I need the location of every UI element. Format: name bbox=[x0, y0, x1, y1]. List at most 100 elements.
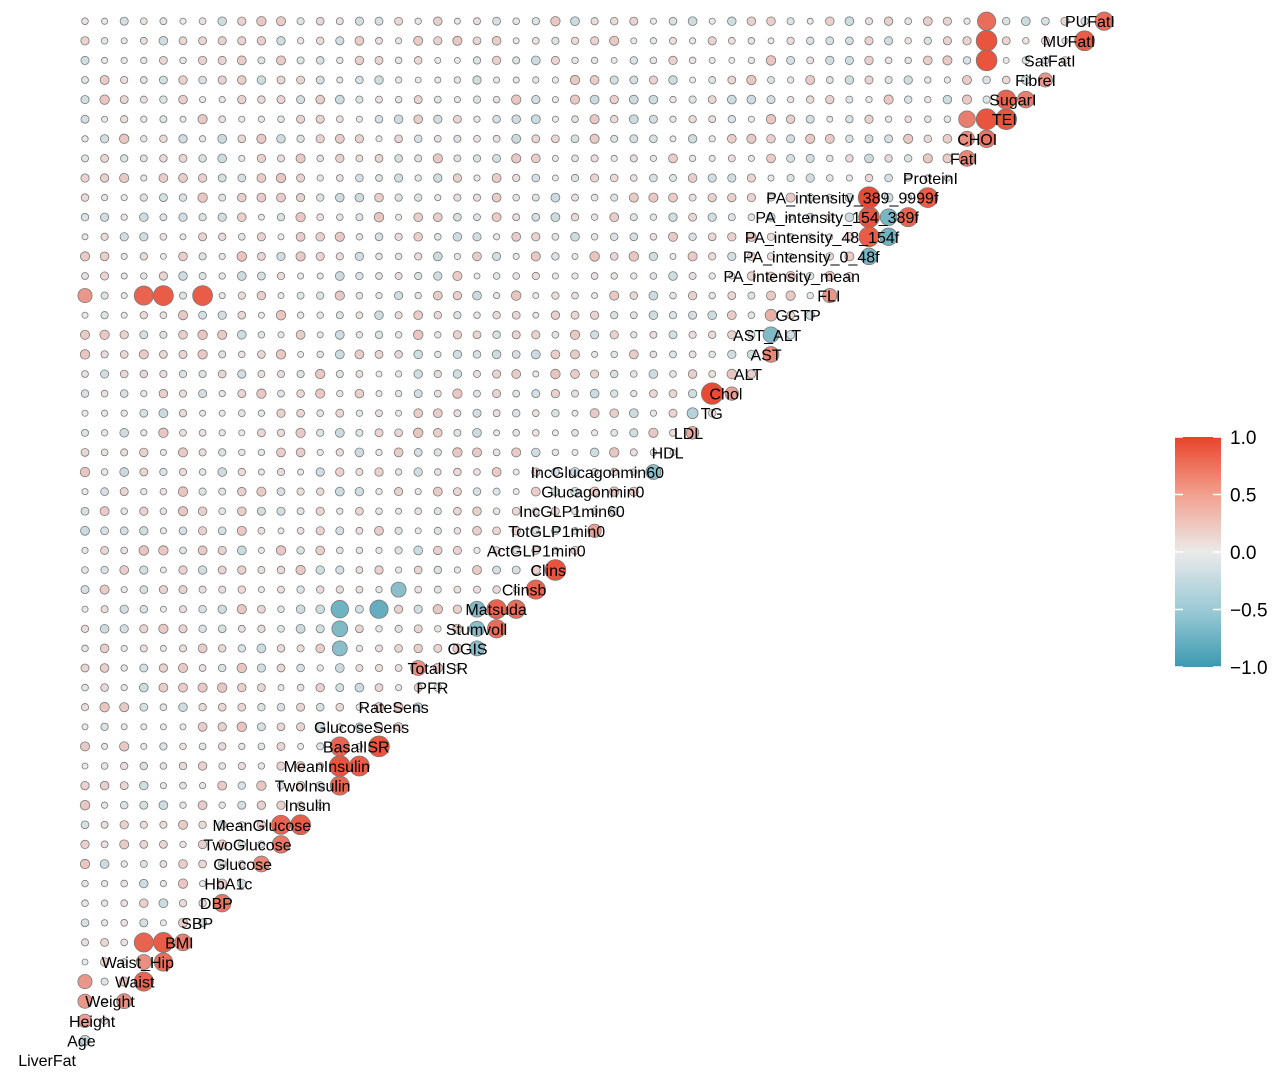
corr-cell-ratesens-waist_hip bbox=[178, 702, 188, 712]
corr-cell-alt-clins bbox=[570, 369, 580, 379]
corr-cell-pa_intensity_mean-waist bbox=[158, 271, 168, 281]
corr-cell-pfr-dbp bbox=[237, 682, 247, 693]
corr-cell-clins-stumvoll bbox=[511, 565, 521, 575]
corr-cell-fibrei-pfr bbox=[453, 76, 462, 84]
corr-cell-clinsb-ogis bbox=[492, 585, 501, 594]
corr-cell-pa_intensity_0_48f-alt bbox=[766, 252, 776, 261]
corr-cell-clinsb-waist bbox=[158, 585, 168, 595]
corr-cell-fibrei-choi bbox=[1001, 75, 1011, 85]
corr-cell-satfati-waist bbox=[159, 56, 168, 65]
corr-cell-totalisr-glucose bbox=[276, 663, 286, 673]
corr-cell-dbp-waist bbox=[158, 898, 169, 909]
corr-cell-pa_intensity_389_9999f-glucose bbox=[276, 192, 286, 203]
corr-cell-satfati-pa_intensity_mean bbox=[864, 55, 874, 66]
corr-cell-clins-clinsb bbox=[544, 559, 567, 581]
corr-cell-matsuda-pfr bbox=[452, 604, 463, 614]
corr-cell-ast_alt-incglp1min60 bbox=[630, 331, 638, 339]
corr-cell-fati-glucosesens bbox=[414, 154, 423, 163]
corr-cell-pa_intensity_mean-height bbox=[120, 272, 128, 280]
corr-cell-basalisr-age bbox=[101, 742, 109, 750]
corr-cell-pfr-height bbox=[120, 684, 128, 692]
corr-cell-chol-liverfat bbox=[80, 389, 90, 398]
corr-cell-glucosesens-height bbox=[120, 723, 128, 731]
corr-cell-basalisr-weight bbox=[140, 742, 148, 750]
corr-cell-hdl-insulin bbox=[335, 448, 344, 457]
corr-cell-ratesens-twoglucose bbox=[296, 702, 306, 712]
corr-cell-hba1c-height bbox=[120, 879, 128, 888]
corr-cell-fli-bmi bbox=[192, 285, 213, 306]
corr-cell-fati-height bbox=[120, 154, 129, 163]
corr-cell-twoinsulin-liverfat bbox=[80, 780, 90, 791]
corr-cell-pa_intensity_389_9999f-ast_alt bbox=[805, 193, 815, 203]
corr-cell-pa_intensity_389_9999f-matsuda bbox=[531, 193, 540, 202]
corr-cell-meanglucose-liverfat bbox=[80, 820, 90, 830]
corr-cell-stumvoll-weight bbox=[139, 624, 149, 634]
corr-cell-pufati-satfati bbox=[1080, 17, 1089, 26]
corr-cell-insulin-twoglucose bbox=[296, 801, 305, 810]
corr-cell-ast-hba1c bbox=[257, 350, 266, 359]
corr-cell-incglucagonmin60-dbp bbox=[237, 467, 246, 477]
corr-cell-choi-pa_intensity_0_48f bbox=[884, 134, 894, 144]
corr-cell-tg-clins bbox=[571, 409, 579, 417]
corr-cell-ast_alt-totglp1min0 bbox=[609, 330, 619, 340]
corr-cell-ldl-matsuda bbox=[532, 429, 540, 437]
corr-cell-pa_intensity_154_389f-meanglucose bbox=[316, 213, 325, 222]
corr-cell-ast_alt-incglucagonmin60 bbox=[668, 330, 678, 340]
corr-cell-pa_intensity_mean-glucagonmin0 bbox=[649, 272, 658, 280]
corr-cell-fati-pa_intensity_0_48f bbox=[884, 154, 893, 163]
corr-cell-pa_intensity_154_389f-waist_hip bbox=[178, 212, 188, 222]
corr-cell-totalisr-age bbox=[99, 663, 110, 673]
corr-cell-tg-twoglucose bbox=[296, 408, 305, 418]
label-totglp1min0: TotGLP1min0 bbox=[508, 524, 605, 541]
corr-cell-tei-hdl bbox=[688, 115, 697, 124]
corr-cell-fati-pa_intensity_389_9999f bbox=[942, 153, 953, 164]
corr-cell-glucose-hba1c bbox=[253, 855, 270, 873]
corr-cell-ratesens-meaninsulin bbox=[373, 702, 385, 713]
corr-cell-pa_intensity_48_154f-incglucagonmin60 bbox=[668, 231, 678, 242]
corr-cell-meaninsulin-age bbox=[100, 762, 109, 770]
corr-cell-pa_intensity_48_154f-weight bbox=[139, 232, 149, 242]
corr-cell-pa_intensity_154_389f-ogis bbox=[491, 212, 502, 223]
corr-cell-fibrei-glucosesens bbox=[414, 76, 422, 84]
corr-cell-clinsb-bmi bbox=[198, 585, 207, 594]
corr-cell-pufati-clins bbox=[570, 16, 580, 27]
corr-cell-proteini-matsuda bbox=[531, 173, 541, 183]
corr-cell-pa_intensity_389_9999f-pfr bbox=[453, 193, 462, 202]
corr-cell-stumvoll-meaninsulin bbox=[375, 625, 383, 633]
corr-cell-clins-pfr bbox=[453, 566, 461, 574]
corr-cell-pa_intensity_389_9999f-clinsb bbox=[550, 192, 561, 203]
corr-cell-ggtp-height bbox=[120, 311, 128, 319]
corr-cell-bmi-weight bbox=[133, 932, 154, 953]
corr-cell-mufati-twoglucose bbox=[296, 37, 305, 45]
corr-cell-choi-weight bbox=[140, 135, 148, 143]
corr-cell-ast_alt-dbp bbox=[237, 330, 247, 340]
corr-cell-incglp1min60-weight bbox=[139, 506, 149, 516]
corr-cell-sugari-insulin bbox=[334, 94, 345, 105]
corr-cell-fli-ratesens bbox=[432, 290, 443, 301]
corr-cell-chol-totglp1min0 bbox=[610, 389, 619, 398]
corr-cell-pa_intensity_389_9999f-hba1c bbox=[256, 192, 267, 203]
corr-cell-pa_intensity_389_9999f-sbp bbox=[218, 193, 227, 202]
corr-cell-tei-totalisr bbox=[473, 115, 481, 123]
corr-cell-dbp-weight bbox=[139, 898, 149, 908]
corr-cell-fibrei-height bbox=[120, 75, 129, 85]
corr-cell-insulin-sbp bbox=[218, 801, 226, 809]
corr-cell-choi-tg bbox=[727, 134, 737, 144]
corr-cell-ldl-waist_hip bbox=[179, 428, 187, 437]
corr-cell-hdl-bmi bbox=[198, 448, 207, 457]
corr-cell-fli-stumvoll bbox=[511, 290, 522, 301]
corr-cell-satfati-pa_intensity_389_9999f bbox=[942, 55, 953, 66]
corr-cell-mufati-twoinsulin bbox=[354, 35, 365, 46]
corr-cell-waist-liverfat bbox=[77, 974, 93, 990]
corr-cell-alt-ldl bbox=[708, 370, 717, 378]
corr-cell-meaninsulin-waist bbox=[159, 762, 168, 770]
corr-cell-pa_intensity_154_389f-sbp bbox=[217, 212, 227, 222]
corr-cell-matsuda-basalisr bbox=[394, 604, 404, 614]
corr-cell-ast-ratesens bbox=[434, 350, 442, 359]
corr-cell-incglucagonmin60-ratesens bbox=[434, 468, 442, 476]
corr-cell-pfr-ratesens bbox=[433, 683, 443, 692]
corr-cell-proteini-liverfat bbox=[80, 173, 90, 183]
corr-cell-pa_intensity_48_154f-dbp bbox=[238, 233, 246, 241]
corr-cell-fibrei-pa_intensity_154_389f bbox=[924, 76, 932, 84]
corr-cell-ratesens-height bbox=[119, 702, 130, 713]
